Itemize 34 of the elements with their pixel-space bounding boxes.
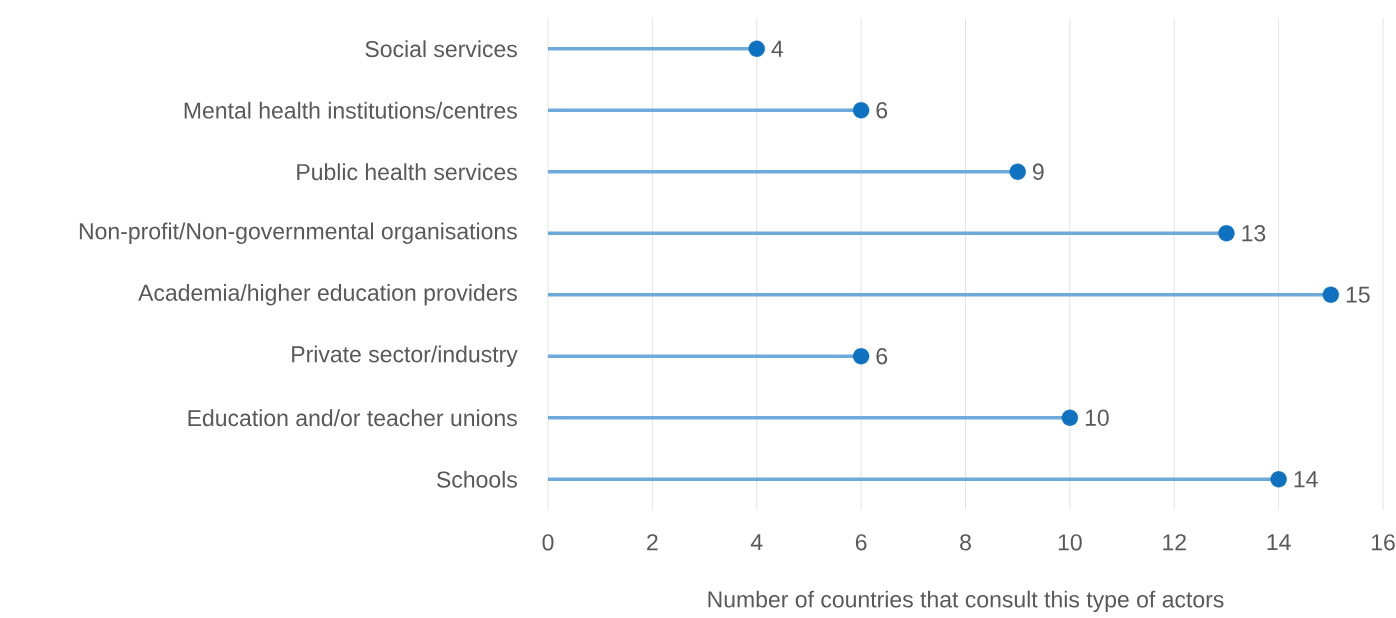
point: [748, 40, 765, 57]
data-label: 6: [876, 348, 888, 365]
y-tick-label: Private sector/industry: [292, 345, 518, 367]
data-label: 10: [1085, 409, 1109, 426]
y-tick-label: Mental health institutions/centres: [184, 101, 517, 119]
x-tick-label: 16: [1371, 534, 1395, 551]
x-axis-title: Number of countries that consult this type of actors: [708, 590, 1224, 613]
data-label: 4: [771, 40, 784, 57]
point: [1270, 471, 1287, 488]
point: [1061, 409, 1079, 426]
point: [1009, 163, 1026, 180]
data-label: 15: [1346, 286, 1370, 303]
x-tick-label: 2: [647, 534, 658, 551]
x-tick-label: 4: [750, 534, 763, 551]
x-tick-label: 10: [1058, 534, 1082, 551]
x-tick-label: 8: [960, 534, 971, 551]
y-tick-label: Social services: [365, 40, 517, 58]
x-tick-label: 6: [855, 534, 867, 551]
data-label: 14: [1294, 471, 1318, 488]
x-tick-label: 0: [542, 534, 554, 551]
point: [1322, 286, 1340, 303]
point: [852, 348, 870, 365]
data-label: 9: [1032, 163, 1044, 180]
point: [1218, 225, 1235, 242]
y-tick-label: Public health services: [297, 163, 517, 181]
point: [852, 102, 870, 119]
x-tick-label: 12: [1163, 534, 1186, 551]
data-label: 6: [876, 102, 888, 119]
y-tick-label: Education and/or teacher unions: [188, 409, 517, 427]
data-label: 13: [1242, 225, 1266, 242]
y-tick-label: Schools: [437, 470, 517, 488]
y-tick-label: Non-profit/Non-governmental organisations: [79, 222, 517, 244]
y-tick-label: Academia/higher education providers: [138, 284, 517, 306]
x-tick-label: 14: [1267, 534, 1291, 551]
